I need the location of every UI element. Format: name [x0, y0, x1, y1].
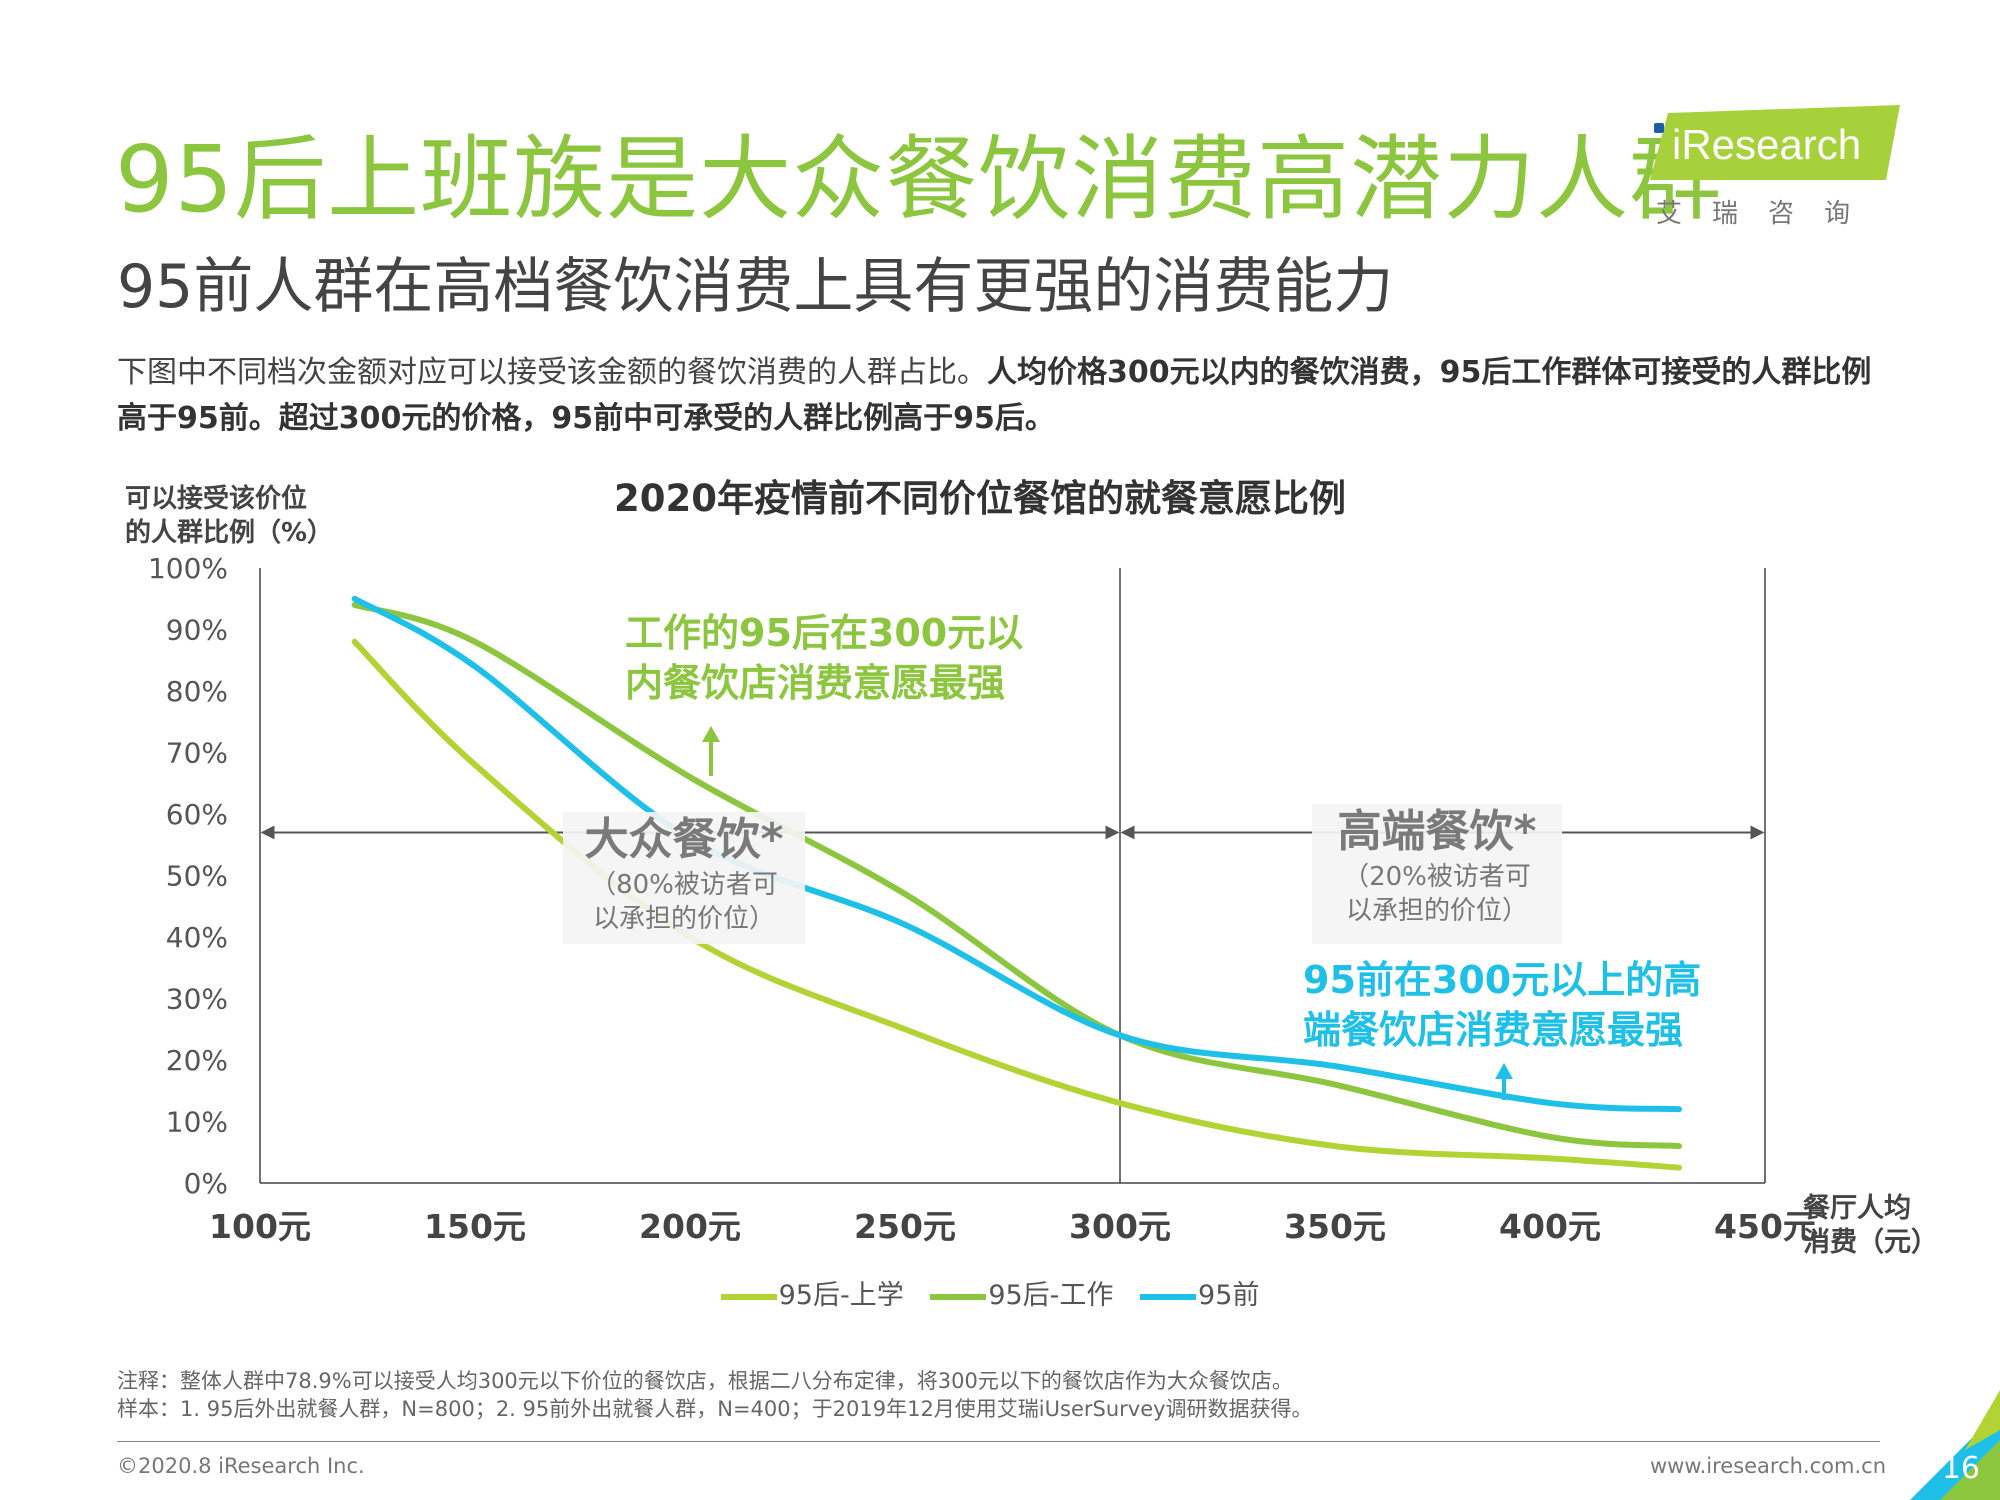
footnote-line: 样本：1. 95后外出就餐人群，N=800；2. 95前外出就餐人群，N=400… [117, 1397, 1313, 1421]
footer-url[interactable]: www.iresearch.com.cn [1650, 1454, 1887, 1478]
logo-banner-icon [1650, 105, 1900, 180]
y-axis-label: 可以接受该价位 的人群比例（%） [125, 482, 333, 550]
footer-divider [117, 1441, 1880, 1442]
annotation-line: 内餐饮店消费意愿最强 [625, 661, 1006, 705]
chart-legend: 95后-上学 95后-工作 95前 [0, 1273, 2000, 1312]
x-axis-label: 餐厅人均 消费（元） [1803, 1192, 1938, 1260]
y-tick-label: 20% [166, 1044, 228, 1077]
legend-item: 95后-工作 [930, 1273, 1114, 1312]
zone-high-end-title: 高端餐饮* [1337, 806, 1537, 857]
logo-dot-icon [1654, 123, 1664, 133]
x-tick-label: 200元 [639, 1207, 741, 1246]
zone-mass-dining: 大众餐饮* （80%被访者可 以承担的价位） [563, 812, 805, 944]
series-line-1 [351, 638, 1682, 1171]
y-tick-label: 90% [166, 614, 228, 647]
description-bold: 人均价格300元以内的餐饮消费，95后工作群体可接受的人群比例高于95前。超过3… [117, 355, 1872, 436]
iresearch-logo: iResearch 艾瑞咨询 [1650, 105, 1910, 235]
legend-item: 95前 [1140, 1273, 1260, 1312]
description: 下图中不同档次金额对应可以接受该金额的餐饮消费的人群占比。人均价格300元以内的… [117, 350, 1897, 442]
x-tick-label: 400元 [1499, 1207, 1601, 1246]
page-number: 16 [1941, 1451, 1980, 1486]
series-line-2 [351, 601, 1682, 1150]
annotation-line: 端餐饮店消费意愿最强 [1303, 1008, 1684, 1052]
x-tick-label: 350元 [1284, 1207, 1386, 1246]
page-corner-shape-icon [1910, 1390, 2000, 1500]
logo-wordmark: iResearch [1672, 121, 1862, 168]
zone-high-end-dining: 高端餐饮* （20%被访者可 以承担的价位） [1312, 804, 1562, 944]
y-tick-label: 0% [184, 1167, 228, 1200]
y-axis-label-line: 可以接受该价位 [125, 484, 308, 514]
legend-label: 95前 [1198, 1280, 1260, 1311]
legend-item: 95后-上学 [720, 1273, 904, 1312]
legend-swatch [930, 1293, 987, 1300]
y-tick-label: 40% [166, 921, 228, 954]
y-tick-label: 80% [166, 675, 228, 708]
description-plain: 下图中不同档次金额对应可以接受该金额的餐饮消费的人群占比。 [117, 355, 987, 390]
annotation-up-arrow-blue-head [1495, 1063, 1513, 1079]
annotation-up-arrow-green-head [702, 726, 720, 742]
legend-swatch [1140, 1293, 1197, 1300]
x-tick-label: 300元 [1069, 1207, 1171, 1246]
series-line-3 [351, 595, 1682, 1113]
y-tick-label: 100% [148, 552, 228, 585]
legend-label: 95后-上学 [778, 1280, 904, 1311]
footnotes: 注释：整体人群中78.9%可以接受人均300元以下价位的餐饮店，根据二八分布定律… [117, 1367, 1313, 1423]
legend-label: 95后-工作 [988, 1280, 1114, 1311]
y-axis-label-line: 的人群比例（%） [125, 518, 334, 548]
zone-mass-note: 以承担的价位） [592, 904, 775, 934]
y-tick-label: 30% [166, 983, 228, 1016]
annotation-pre95: 95前在300元以上的高 端餐饮店消费意愿最强 [1303, 955, 1701, 1055]
footnote-line: 注释：整体人群中78.9%可以接受人均300元以下价位的餐饮店，根据二八分布定律… [117, 1369, 1293, 1393]
x-axis-label-line: 消费（元） [1803, 1227, 1938, 1258]
x-tick-label: 150元 [424, 1207, 526, 1246]
legend-swatch [720, 1293, 777, 1300]
y-tick-label: 60% [166, 798, 228, 831]
zone-mass-note: （80%被访者可 [590, 870, 778, 900]
page-title: 95后上班族是大众餐饮消费高潜力人群 [115, 126, 1723, 233]
y-tick-label: 10% [166, 1106, 228, 1139]
x-tick-label: 450元 [1714, 1207, 1816, 1246]
y-tick-label: 50% [166, 860, 228, 893]
x-axis-label-line: 餐厅人均 [1803, 1193, 1911, 1224]
logo-chinese-name: 艾瑞咨询 [1656, 199, 1881, 229]
x-tick-label: 100元 [209, 1207, 311, 1246]
zone-high-end-note: 以承担的价位） [1345, 896, 1528, 926]
line-chart: 0% 10% 20% 30% 40% 50% 60% 70% 80% 90% 100% 100元 15… [148, 552, 1816, 1246]
x-tick-label: 250元 [854, 1207, 956, 1246]
zone-high-end-note: （20%被访者可 [1343, 862, 1531, 892]
chart-title: 2020年疫情前不同价位餐馆的就餐意愿比例 [614, 477, 1346, 520]
zone-mass-title: 大众餐饮* [584, 814, 784, 865]
annotation-line: 95前在300元以上的高 [1303, 958, 1702, 1002]
annotation-post95-working: 工作的95后在300元以 内餐饮店消费意愿最强 [625, 608, 1023, 708]
y-tick-label: 70% [166, 737, 228, 770]
annotation-line: 工作的95后在300元以 [625, 611, 1024, 655]
footer-copyright: ©2020.8 iResearch Inc. [117, 1454, 365, 1478]
page-subtitle: 95前人群在高档餐饮消费上具有更强的消费能力 [117, 252, 1394, 322]
